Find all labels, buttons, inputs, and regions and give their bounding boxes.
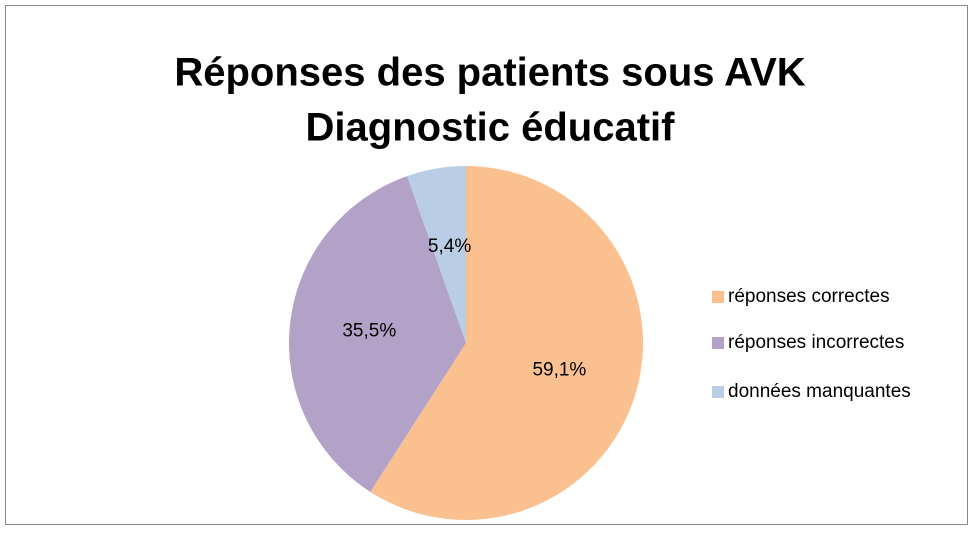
data-label: 59,1%: [532, 359, 586, 380]
pie-slice: [289, 176, 466, 492]
pie-slice: [370, 166, 644, 520]
chart-title: Réponses des patients sous AVK: [174, 51, 805, 95]
legend-label: réponses correctes: [728, 286, 890, 307]
legend-label: données manquantes: [728, 381, 911, 402]
chart-title: Diagnostic éducatif: [306, 106, 676, 150]
legend-swatch: [712, 291, 724, 303]
legend-swatch: [712, 386, 724, 398]
legend-label: réponses incorrectes: [728, 332, 904, 353]
data-label: 5,4%: [428, 236, 471, 257]
legend-swatch: [712, 337, 724, 349]
pie-slice: [407, 166, 466, 343]
data-label: 35,5%: [342, 321, 396, 342]
